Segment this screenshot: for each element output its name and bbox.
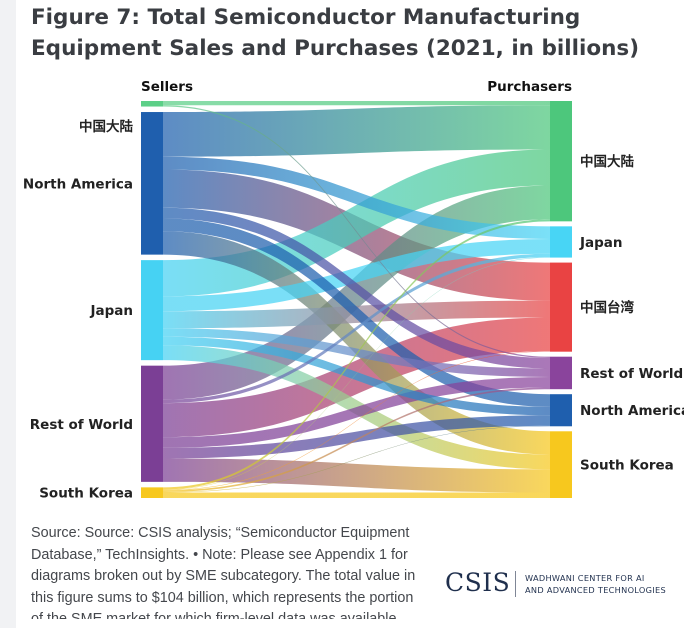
seller-node-rest-of-world — [141, 365, 163, 482]
flow-rest_of_world-to-north_america — [163, 415, 550, 459]
logo-subtitle-line2: AND ADVANCED TECHNOLOGIES — [525, 585, 666, 595]
flow-north_america-to-china — [163, 105, 550, 157]
csis-wordmark: CSIS — [445, 568, 511, 597]
flow-south_korea-to-japan — [163, 257, 550, 490]
purchaser-label-south-korea: South Korea — [580, 458, 674, 474]
seller-label-south-korea: South Korea — [39, 486, 133, 502]
sankey-links — [163, 101, 550, 498]
purchaser-node-taiwan — [550, 262, 572, 352]
flow-south_korea-to-china — [163, 219, 550, 490]
flow-china-to-china — [163, 101, 550, 106]
flow-north_america-to-south_korea — [163, 231, 550, 455]
seller-label-japan: Japan — [89, 303, 133, 319]
flow-south_korea-to-taiwan — [163, 351, 550, 491]
purchaser-label-rest-of-world: Rest of World — [580, 366, 683, 382]
flow-china-to-rest_of_world — [163, 105, 550, 358]
seller-node-china — [141, 101, 163, 107]
seller-label-rest-of-world: Rest of World — [30, 417, 133, 433]
purchaser-node-rest-of-world — [550, 356, 572, 390]
purchaser-label-china: 中国大陆 — [580, 153, 634, 170]
node-labels: 中国大陆 North America Japan Rest of World South… — [23, 118, 684, 502]
purchasers-header: Purchasers — [487, 79, 572, 95]
purchaser-node-china — [550, 101, 572, 222]
flow-japan-to-north_america — [163, 336, 550, 416]
purchaser-node-japan — [550, 226, 572, 258]
flow-japan-to-rest_of_world — [163, 328, 550, 377]
flow-rest_of_world-to-japan — [163, 253, 550, 404]
seller-node-japan — [141, 260, 163, 361]
seller-node-south-korea — [141, 487, 163, 498]
purchaser-label-north-america: North America — [580, 403, 684, 419]
flow-north_america-to-north_america — [163, 218, 550, 407]
logo-subtitle-line1: WADHWANI CENTER FOR AI — [525, 573, 645, 583]
csis-logo: CSIS WADHWANI CENTER FOR AI AND ADVANCED… — [445, 567, 681, 601]
flow-south_korea-to-rest_of_world — [163, 387, 550, 493]
figure-title: Figure 7: Total Semiconductor Manufactur… — [31, 5, 640, 61]
purchaser-node-north-america — [550, 394, 572, 427]
flow-rest_of_world-to-south_korea — [163, 458, 550, 493]
flow-north_america-to-japan — [163, 156, 550, 240]
flow-south_korea-to-south_korea — [163, 492, 550, 498]
purchaser-nodes — [550, 101, 572, 498]
purchaser-node-south-korea — [550, 431, 572, 498]
logo-subtitle: WADHWANI CENTER FOR AI AND ADVANCED TECH… — [525, 572, 684, 596]
flow-north_america-to-rest_of_world — [163, 207, 550, 369]
seller-label-china: 中国大陆 — [79, 118, 133, 135]
seller-label-north-america: North America — [23, 176, 133, 192]
purchaser-label-taiwan: 中国台湾 — [580, 299, 634, 316]
logo-divider — [515, 571, 516, 597]
purchaser-label-japan: Japan — [579, 235, 623, 251]
seller-nodes — [141, 101, 163, 498]
source-note: Source: Source: CSIS analysis; “Semicond… — [31, 525, 416, 619]
flow-rest_of_world-to-rest_of_world — [163, 376, 550, 448]
left-margin-strip — [0, 0, 16, 628]
flow-japan-to-japan — [163, 239, 550, 312]
seller-node-north-america — [141, 112, 163, 255]
flow-south_korea-to-north_america — [163, 425, 550, 493]
sellers-header: Sellers — [141, 79, 193, 95]
